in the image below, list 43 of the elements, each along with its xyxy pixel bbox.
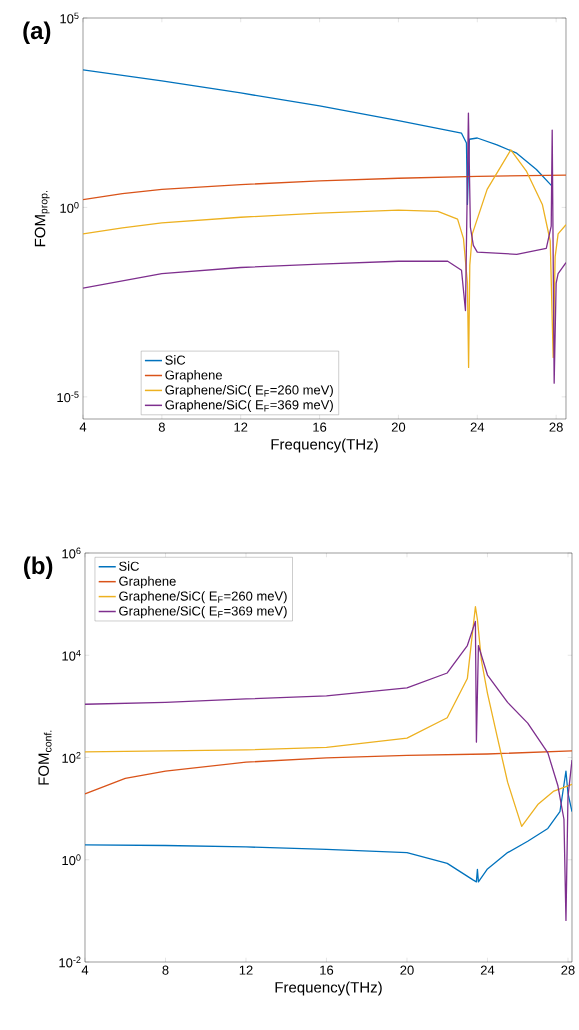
x-tick-label: 12 bbox=[234, 422, 248, 432]
x-tick-label: 4 bbox=[81, 965, 89, 975]
x-tick-label: 16 bbox=[313, 422, 327, 432]
y-tick-label: 10$^{4}$ bbox=[62, 649, 81, 661]
x-tick-label: 28 bbox=[561, 965, 575, 975]
x-tick-label: 16 bbox=[320, 965, 334, 975]
y-tick-label: 10$^{2}$ bbox=[62, 752, 81, 763]
x-tick-label: 24 bbox=[481, 965, 495, 975]
legend-label: Graphene/SiC( E$_{F}$=369 meV) bbox=[119, 606, 287, 619]
y-tick-label: 10$^{6}$ bbox=[62, 547, 81, 559]
line-series bbox=[85, 620, 573, 922]
x-tick-label: 20 bbox=[392, 422, 406, 432]
y-tick-label: 10$^{0}$ bbox=[60, 202, 79, 213]
legend-label: SiC bbox=[165, 355, 186, 365]
line-series bbox=[85, 606, 573, 828]
y-axis-title: FOM$_{conf.}$ bbox=[38, 730, 52, 785]
x-tick-label: 24 bbox=[470, 422, 485, 432]
legend-label: SiC bbox=[119, 561, 140, 571]
chart-title: (a) bbox=[23, 21, 51, 44]
x-tick-label: 12 bbox=[239, 965, 253, 975]
x-axis-title: Frequency(THz) bbox=[271, 438, 378, 453]
x-tick-label: 8 bbox=[159, 422, 166, 432]
y-tick-label: 10$^{-2}$ bbox=[59, 956, 81, 968]
y-tick-label: 10$^{-5}$ bbox=[57, 391, 79, 403]
line-series bbox=[83, 149, 567, 369]
y-tick-label: 10$^{5}$ bbox=[60, 12, 79, 24]
line-series bbox=[85, 750, 573, 795]
legend-label: Graphene bbox=[119, 576, 176, 589]
y-tick-label: 10$^{0}$ bbox=[62, 854, 81, 866]
line-series bbox=[85, 770, 573, 883]
chart-title: (b) bbox=[24, 556, 53, 579]
y-axis-title: FOM$_{prop.}$ bbox=[34, 191, 50, 247]
x-tick-label: 20 bbox=[400, 965, 414, 975]
legend-label: Graphene/SiC( E$_{F}$=260 meV) bbox=[165, 384, 334, 398]
line-series bbox=[83, 112, 567, 384]
legend-label: Graphene/SiC( E$_{F}$=260 meV) bbox=[119, 591, 287, 604]
line-series bbox=[83, 174, 567, 201]
x-axis-title: Frequency(THz) bbox=[275, 981, 382, 996]
x-tick-label: 8 bbox=[162, 965, 169, 975]
legend-label: Graphene bbox=[165, 370, 223, 383]
legend-label: Graphene/SiC( E$_{F}$=369 meV) bbox=[165, 399, 334, 412]
x-tick-label: 28 bbox=[549, 422, 564, 432]
x-tick-label: 4 bbox=[79, 422, 87, 432]
